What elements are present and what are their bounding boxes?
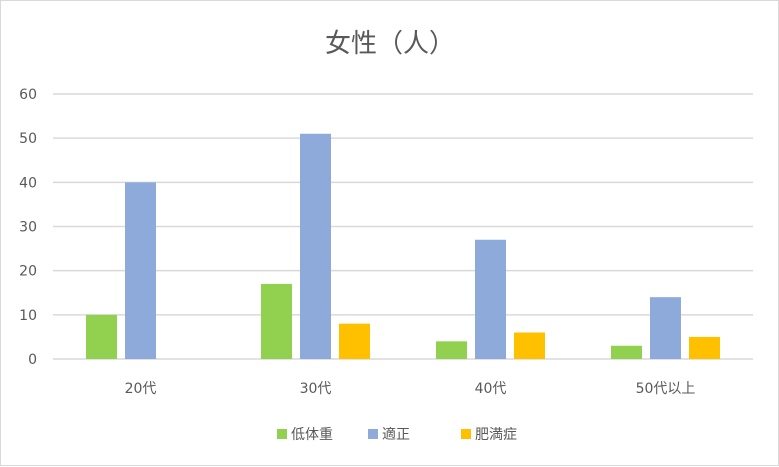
x-tick-label: 40代 xyxy=(475,381,507,397)
y-tick-label: 40 xyxy=(19,175,37,191)
x-tick-label: 20代 xyxy=(125,381,157,397)
legend-label: 低体重 xyxy=(291,427,333,443)
bar-適正-20代 xyxy=(125,182,156,359)
legend-label: 肥満症 xyxy=(475,427,517,443)
bar-肥満症-50代以上 xyxy=(689,336,720,359)
x-tick-label: 50代以上 xyxy=(636,381,696,397)
legend-label: 適正 xyxy=(382,426,410,443)
x-tick-label: 30代 xyxy=(300,381,332,397)
y-tick-label: 10 xyxy=(19,308,37,324)
bar-肥満症-40代 xyxy=(514,332,545,359)
chart-title: 女性（人） xyxy=(325,29,455,59)
bar-低体重-50代以上 xyxy=(611,345,642,359)
y-tick-label: 50 xyxy=(19,131,37,147)
y-tick-label: 60 xyxy=(19,87,37,103)
legend-swatch xyxy=(461,429,471,439)
legend-swatch xyxy=(368,429,378,439)
y-tick-label: 0 xyxy=(28,352,37,368)
bar-低体重-20代 xyxy=(86,314,117,359)
legend-item: 肥満症 xyxy=(461,427,517,443)
legend-swatch xyxy=(277,429,287,439)
legend-item: 適正 xyxy=(368,426,410,443)
bar-低体重-40代 xyxy=(436,341,467,359)
bar-適正-30代 xyxy=(300,133,331,359)
legend-item: 低体重 xyxy=(277,427,333,443)
bar-肥満症-30代 xyxy=(339,323,370,359)
bar-低体重-30代 xyxy=(261,283,292,359)
bar-適正-50代以上 xyxy=(650,297,681,359)
bar-適正-40代 xyxy=(475,239,506,359)
y-tick-label: 20 xyxy=(19,264,37,280)
y-tick-label: 30 xyxy=(19,220,37,236)
